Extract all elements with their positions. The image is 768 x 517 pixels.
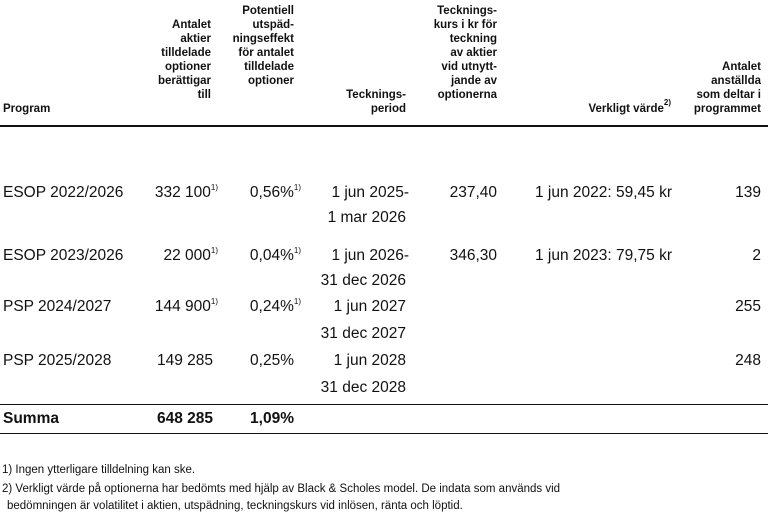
cell-period-end: 31 dec 2026 — [320, 272, 406, 289]
cell-period-end: 31 dec 2027 — [320, 325, 406, 342]
cell-kurs: 237,40 — [449, 184, 497, 201]
cell-period-start: 1 jun 2026- — [331, 247, 409, 264]
cell-antal-value: 332 100 — [154, 184, 211, 201]
cell-effekt: 0,25% — [250, 350, 294, 371]
total-rule — [0, 404, 768, 405]
total-label: Summa — [3, 410, 59, 427]
header-verkligt-varde-label: Verkligt värde — [588, 103, 664, 115]
footnote-ref: 1) — [210, 183, 218, 192]
cell-antal-value: 22 000 — [163, 247, 211, 264]
cell-program: PSP 2025/2028 — [3, 352, 112, 369]
cell-effekt-value: 0,04% — [249, 247, 294, 264]
cell-antal: 144 9001) — [155, 296, 218, 317]
header-antal-anstallda: Antalet anställda som deltar i programme… — [693, 61, 761, 115]
cell-period-end: 31 dec 2028 — [320, 379, 406, 396]
cell-anstallda: 255 — [735, 298, 761, 315]
cell-varde: 1 jun 2023: 79,75 kr — [534, 247, 672, 264]
table-bottom-rule — [0, 433, 768, 434]
cell-effekt-value: 0,24% — [249, 298, 294, 315]
footnote-ref: 1) — [293, 183, 301, 192]
header-teckningskurs: Tecknings- kurs i kr för teckning av akt… — [433, 5, 497, 101]
footnote-1: 1) Ingen ytterligare tilldelning kan ske… — [2, 464, 196, 476]
header-rule — [0, 125, 768, 127]
cell-period-start: 1 jun 2025- — [331, 184, 409, 201]
cell-effekt-value: 0,25% — [250, 352, 294, 369]
total-effekt: 1,09% — [250, 410, 294, 427]
footnote-2-continued: bedömningen är volatilitet i aktien, uts… — [7, 500, 463, 512]
cell-period-end: 1 mar 2026 — [327, 209, 406, 226]
cell-anstallda: 139 — [735, 184, 761, 201]
cell-anstallda: 248 — [735, 352, 761, 369]
cell-effekt: 0,04%1) — [250, 245, 301, 266]
cell-period-start: 1 jun 2028 — [333, 352, 406, 369]
footnote-2: 2) Verkligt värde på optionerna har bedö… — [2, 483, 561, 495]
header-verkligt-varde: Verkligt värde2) — [588, 99, 671, 116]
cell-antal: 22 0001) — [163, 245, 218, 266]
cell-program: ESOP 2023/2026 — [3, 247, 124, 264]
cell-varde: 1 jun 2022: 59,45 kr — [534, 184, 672, 201]
header-utspadningseffekt: Potentiell utspäd- ningseffekt för antal… — [232, 5, 294, 87]
cell-effekt: 0,24%1) — [250, 296, 301, 317]
cell-period-start: 1 jun 2027 — [333, 298, 406, 315]
header-antal-optioner: Antalet aktier tilldelade optioner berät… — [157, 19, 211, 101]
footnote-ref: 1) — [210, 297, 218, 306]
footnote-ref: 1) — [293, 297, 301, 306]
cell-effekt-value: 0,56% — [249, 184, 294, 201]
cell-antal: 149 285 — [157, 350, 213, 371]
cell-anstallda: 2 — [752, 247, 761, 264]
cell-program: PSP 2024/2027 — [3, 298, 112, 315]
cell-kurs: 346,30 — [449, 247, 497, 264]
cell-antal: 332 1001) — [155, 182, 218, 203]
cell-program: ESOP 2022/2026 — [3, 184, 124, 201]
header-program: Program — [3, 103, 51, 115]
cell-effekt: 0,56%1) — [250, 182, 301, 203]
footnote-ref: 2) — [663, 98, 671, 107]
cell-antal-value: 144 900 — [154, 298, 211, 315]
total-antal: 648 285 — [156, 410, 213, 427]
footnote-ref: 1) — [210, 246, 218, 255]
header-teckningsperiod: Tecknings- period — [346, 89, 406, 115]
footnote-ref: 1) — [293, 246, 301, 255]
cell-antal-value: 149 285 — [156, 352, 213, 369]
